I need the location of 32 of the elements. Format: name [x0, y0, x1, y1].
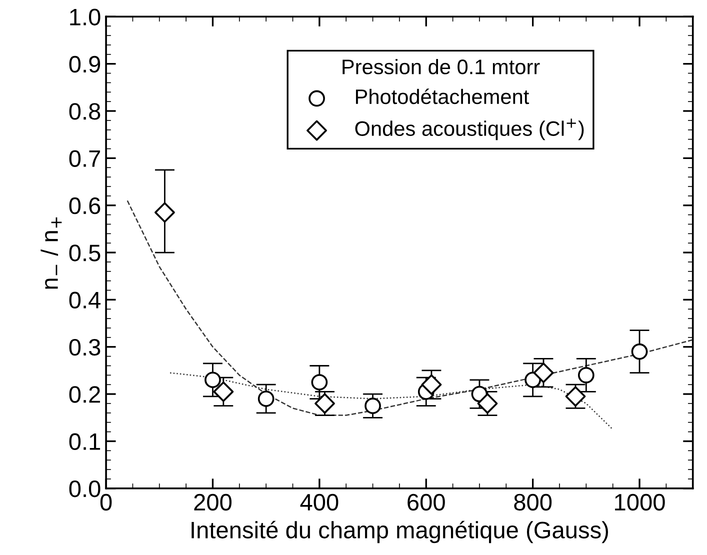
y-tick-label: 0.0: [69, 480, 100, 498]
x-axis-title: Intensité du champ magnétique (Gauss): [192, 520, 608, 544]
y-tick-label: 0.7: [69, 150, 100, 167]
point: [154, 202, 175, 223]
y-tick-label: 0.3: [69, 338, 100, 356]
x-tick-label: 600: [408, 494, 445, 511]
legend-title: Pression de 0.1 mtorr: [342, 58, 540, 74]
y-tick-label: 0.8: [69, 103, 100, 120]
y-axis-title: n$_{−}$ / n$_{+}$: [40, 217, 62, 289]
y-tick-label: 0.2: [69, 386, 100, 403]
x-tick-label: 400: [300, 494, 338, 511]
point: [311, 374, 328, 390]
point: [364, 398, 381, 414]
y-tick-label: 0.9: [69, 56, 100, 73]
x-tick-label: 200: [194, 494, 232, 511]
x-tick-label: 1000: [615, 494, 665, 511]
x-tick-label: 0: [100, 494, 112, 511]
x-tick-label: 800: [514, 494, 552, 511]
y-tick-label: 1.0: [70, 8, 100, 26]
point: [421, 374, 442, 395]
point: [578, 366, 594, 384]
y-tick-label: 0.4: [69, 292, 100, 308]
y-tick-label: 0.6: [69, 197, 100, 214]
legend-label: Ondes acoustiques (Cl$^{+}$): [355, 118, 584, 140]
legend-label: Photodétachement: [356, 88, 530, 104]
point: [631, 343, 648, 360]
y-tick-label: 0.5: [69, 244, 100, 262]
y-tick-label: 0.1: [69, 433, 100, 450]
point: [204, 372, 221, 388]
point: [533, 362, 554, 384]
point: [258, 390, 274, 407]
point: [213, 381, 234, 402]
